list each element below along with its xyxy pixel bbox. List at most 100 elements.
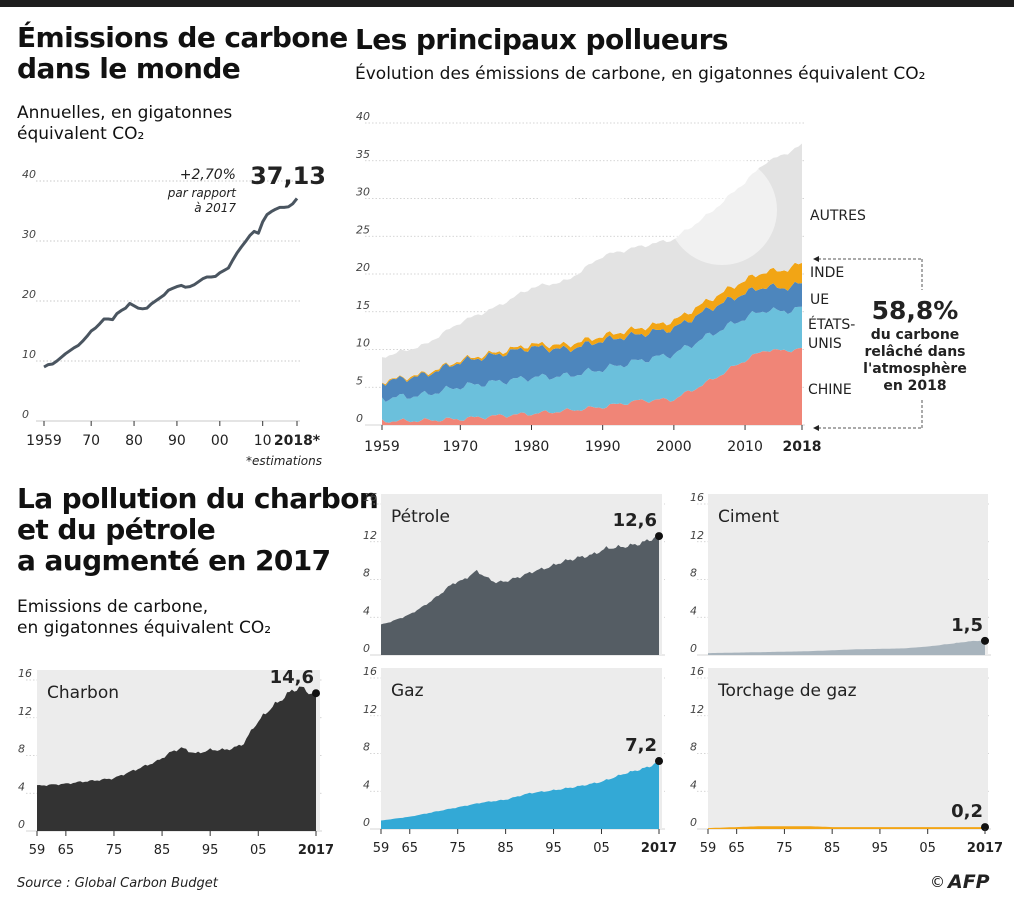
x-tick-label: 65 (58, 843, 75, 858)
x-tick-label: 85 (154, 843, 171, 858)
watermark-ball (667, 155, 777, 265)
panel-title: Pétrole (391, 507, 450, 527)
y-tick-label: 16 (18, 667, 32, 680)
x-tick-label: 2017 (967, 841, 1003, 856)
x-tick-label: 75 (776, 841, 793, 856)
x-tick-label: 2018* (274, 433, 321, 449)
panel-background (708, 668, 988, 829)
y-tick-label: 10 (356, 337, 370, 350)
y-tick-label: 0 (18, 818, 25, 831)
change-annotation: +2,70% (180, 167, 236, 183)
y-tick-label: 0 (363, 816, 370, 829)
legend-label: CHINE (808, 382, 852, 398)
top-bar (0, 0, 1014, 7)
y-tick-label: 12 (690, 529, 704, 542)
afp-logo: AFP (948, 871, 990, 893)
petrole-chart: 0 4 8 12 16 12,6 Pétrole (363, 491, 665, 656)
area-gaz (381, 759, 659, 829)
x-tick-label: 1990 (585, 439, 621, 455)
torchage-chart: 0 4 8 12 16 0,2 Torchage de gaz 59 65 75 85 95 05 201… (690, 665, 1003, 856)
x-tick-label: 05 (593, 841, 610, 856)
callout-text: relâché dans (864, 344, 965, 360)
last-value-label: 14,6 (270, 667, 314, 688)
x-tick-label: 59 (700, 841, 717, 856)
y-tick-label: 4 (18, 780, 25, 793)
last-value-dot (655, 757, 663, 766)
x-tick-label: 1959 (364, 439, 400, 455)
y-tick-label: 30 (356, 186, 370, 199)
legend-label: INDE (810, 265, 844, 281)
y-tick-label: 4 (363, 604, 370, 617)
area-chine (382, 347, 802, 425)
y-tick-label: 20 (22, 288, 36, 301)
y-tick-label: 40 (22, 168, 36, 181)
x-tick-label: 2000 (656, 439, 692, 455)
y-tick-label: 40 (356, 110, 370, 123)
x-tick-label: 75 (106, 843, 123, 858)
area-ue (382, 281, 802, 402)
panel-title: Ciment (718, 507, 779, 527)
x-tick-label: 80 (125, 433, 143, 449)
callout-text: en 2018 (883, 378, 946, 394)
panel-title: Charbon (47, 683, 119, 703)
change-annotation: par rapport (167, 186, 238, 200)
bracket-arrow (813, 256, 819, 262)
area-autres (382, 143, 802, 385)
page-subtitle: Annuelles, en gigatonnes équivalent CO₂ (17, 103, 233, 144)
x-tick-label: 2018 (783, 439, 822, 455)
y-tick-label: 30 (22, 228, 36, 241)
y-tick-label: 20 (356, 261, 370, 274)
x-tick-label: 59 (373, 841, 390, 856)
polluters-chart: 0 5 10 15 20 25 30 35 40 1959 1970 1980 1990 2000 2010… (356, 110, 967, 455)
y-tick-label: 0 (690, 816, 697, 829)
last-value-label: 12,6 (613, 510, 657, 531)
y-tick-label: 4 (690, 604, 697, 617)
x-tick-label: 2010 (727, 439, 763, 455)
area-petrole (381, 533, 659, 655)
copyright-symbol: © (930, 873, 945, 891)
y-tick-label: 0 (356, 412, 363, 425)
legend-label: UNIS (808, 336, 842, 352)
y-tick-label: 8 (363, 741, 370, 754)
x-tick-label: 05 (250, 843, 267, 858)
y-tick-label: 5 (356, 374, 363, 387)
x-tick-label: 85 (497, 841, 514, 856)
y-tick-label: 12 (18, 705, 32, 718)
last-value-label: 0,2 (951, 801, 983, 822)
legend-label: ÉTATS- (808, 316, 855, 333)
area-charbon (37, 686, 316, 831)
y-tick-label: 16 (363, 665, 377, 678)
y-tick-label: 0 (363, 642, 370, 655)
y-tick-label: 16 (690, 491, 704, 504)
last-value-dot (981, 823, 989, 832)
y-tick-label: 15 (356, 299, 370, 312)
page-title: Émissions de carbone dans le monde (17, 21, 348, 85)
x-tick-label: 95 (545, 841, 562, 856)
y-tick-label: 35 (356, 148, 370, 161)
y-tick-label: 8 (690, 567, 697, 580)
section2-subtitle: Emissions de carbone, en gigatonnes équi… (17, 597, 272, 638)
area-inde (382, 262, 802, 386)
emissions-line (43, 197, 299, 369)
polluters-title: Les principaux pollueurs (355, 23, 729, 56)
footnote: *estimations (246, 454, 322, 468)
x-tick-label: 65 (401, 841, 418, 856)
last-value-dot (312, 689, 320, 698)
panel-title: Gaz (391, 681, 424, 701)
last-value-label: 37,13 (250, 162, 326, 190)
polluters-subtitle: Évolution des émissions de carbone, en g… (355, 64, 926, 84)
y-tick-label: 10 (22, 348, 36, 361)
y-tick-label: 12 (363, 529, 377, 542)
y-tick-label: 4 (690, 778, 697, 791)
y-tick-label: 16 (363, 491, 377, 504)
section2-title: La pollution du charbon et du pétrole a … (17, 482, 379, 577)
y-tick-label: 0 (690, 642, 697, 655)
area-ciment (708, 640, 985, 655)
source-note: Source : Global Carbon Budget (17, 876, 218, 891)
legend-label: UE (810, 292, 829, 308)
x-tick-label: 2017 (298, 843, 334, 858)
x-tick-label: 95 (872, 841, 889, 856)
panel-title: Torchage de gaz (717, 681, 857, 701)
